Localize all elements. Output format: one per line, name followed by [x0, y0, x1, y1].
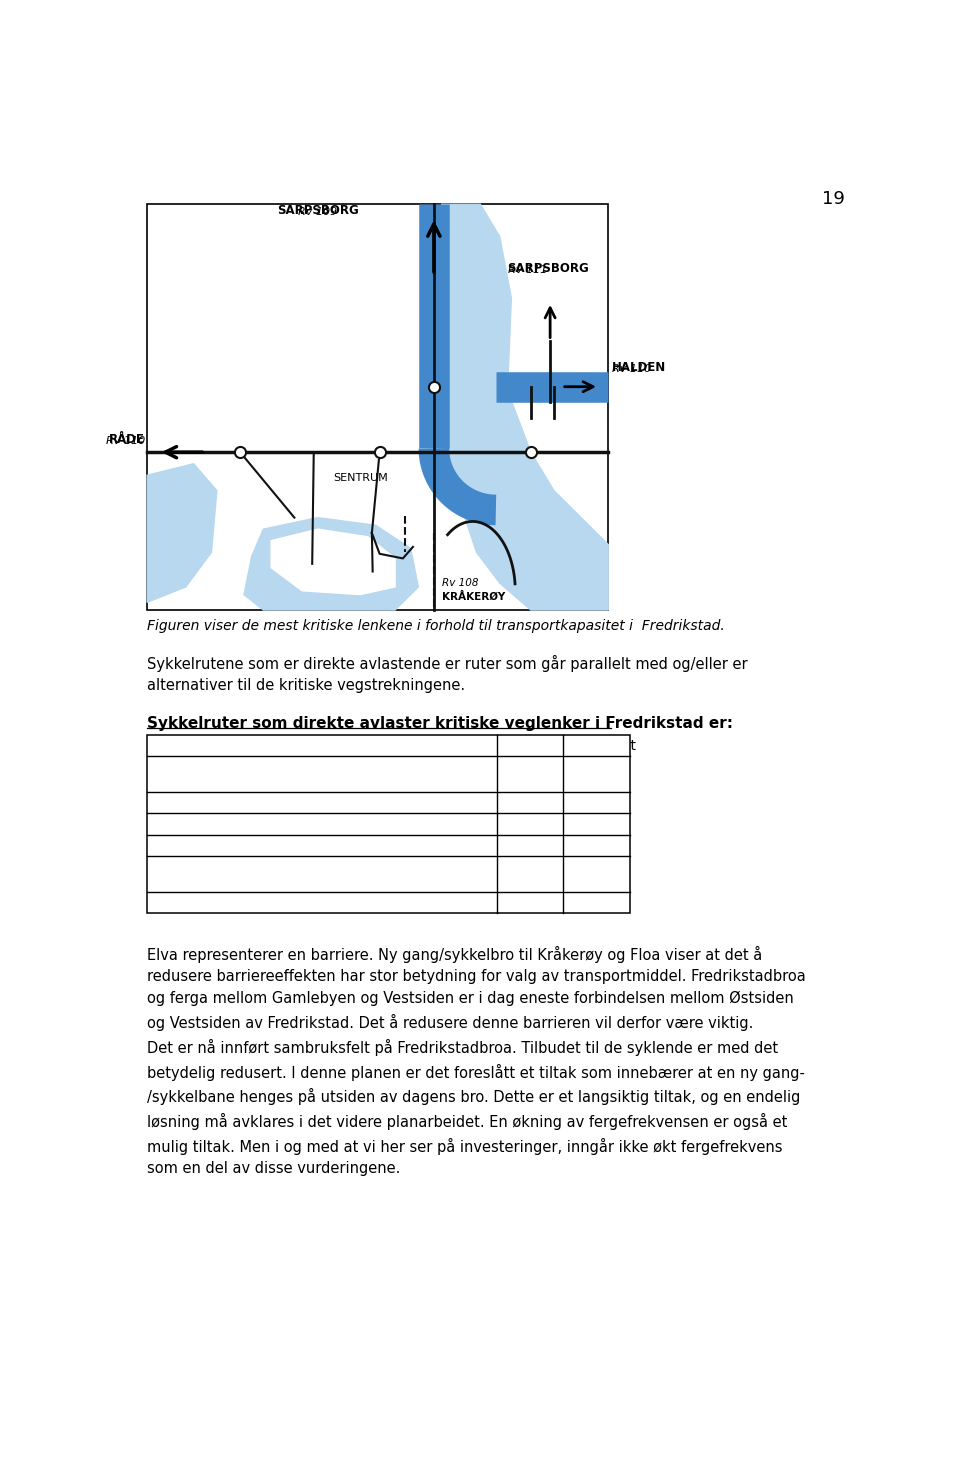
Text: 0,02: 0,02	[594, 767, 625, 781]
Text: 1,58: 1,58	[594, 816, 625, 831]
Text: SARPSBORG: SARPSBORG	[276, 204, 358, 217]
Polygon shape	[434, 204, 609, 609]
Text: 92,99: 92,99	[586, 895, 625, 910]
Text: Rute 8 Floaruta: Rute 8 Floaruta	[152, 796, 259, 809]
Text: Sykkelruter som direkte avlaster kritiske veglenker i Fredrikstad er:: Sykkelruter som direkte avlaster kritisk…	[147, 716, 733, 732]
Text: 1,4: 1,4	[537, 816, 559, 831]
Text: 41,39: 41,39	[586, 868, 625, 881]
Text: Rv 110: Rv 110	[612, 351, 652, 373]
Text: Rute 16 Gamlebyruta: Rute 16 Gamlebyruta	[152, 816, 301, 831]
Text: SARPSBORG: SARPSBORG	[508, 262, 589, 276]
Text: 7,11: 7,11	[528, 838, 559, 853]
Text: Rute 1A Røde Mølle – Jernbanestasjon –
Ferjestedsveien: Rute 1A Røde Mølle – Jernbanestasjon – F…	[152, 761, 425, 793]
Polygon shape	[147, 464, 217, 602]
Text: Kostnader: Kostnader	[495, 739, 564, 752]
Text: Akkumulert: Akkumulert	[557, 739, 636, 752]
Text: 0,02: 0,02	[528, 767, 559, 781]
Text: Elva representerer en barriere. Ny gang/sykkelbro til Kråkerøy og Floa viser at : Elva representerer en barriere. Ny gang/…	[147, 946, 805, 1177]
Text: 8,69: 8,69	[594, 838, 625, 853]
Polygon shape	[244, 518, 419, 609]
Text: 0,16: 0,16	[528, 796, 559, 809]
Polygon shape	[271, 529, 396, 595]
Text: Rv 111: Rv 111	[508, 254, 547, 276]
Text: 32,7: 32,7	[528, 868, 559, 881]
Text: 51,6: 51,6	[528, 895, 559, 910]
Text: 19: 19	[822, 191, 845, 208]
Text: 0,18: 0,18	[594, 796, 625, 809]
Bar	[147, 204, 609, 609]
Text: KRÅKERØY: KRÅKERØY	[442, 590, 505, 601]
Text: Rute 5 Råderuta (Fra Ørebekk – Sentrum 43,6 mill-
10,9 mill finansiert gjennom r: Rute 5 Råderuta (Fra Ørebekk – Sentrum 4…	[152, 862, 504, 894]
Text: RÅDE: RÅDE	[108, 433, 145, 446]
Text: HALDEN: HALDEN	[612, 360, 666, 373]
Text: Rute 14 Skjebergruta: Rute 14 Skjebergruta	[152, 895, 300, 910]
Text: Rv 110: Rv 110	[106, 424, 145, 446]
Text: Figuren viser de mest kritiske lenkene i forhold til transportkapasitet i  Fredr: Figuren viser de mest kritiske lenkene i…	[147, 620, 725, 633]
Text: Sykkelrutene som er direkte avlastende er ruter som går parallelt med og/eller e: Sykkelrutene som er direkte avlastende e…	[147, 655, 748, 694]
Text: SENTRUM: SENTRUM	[333, 472, 388, 483]
Bar	[147, 735, 630, 913]
Text: Rute 1 Rolvsøyruta: Rute 1 Rolvsøyruta	[152, 838, 283, 853]
Text: Rv 109: Rv 109	[298, 195, 337, 217]
Text: Rv 108: Rv 108	[442, 577, 478, 588]
